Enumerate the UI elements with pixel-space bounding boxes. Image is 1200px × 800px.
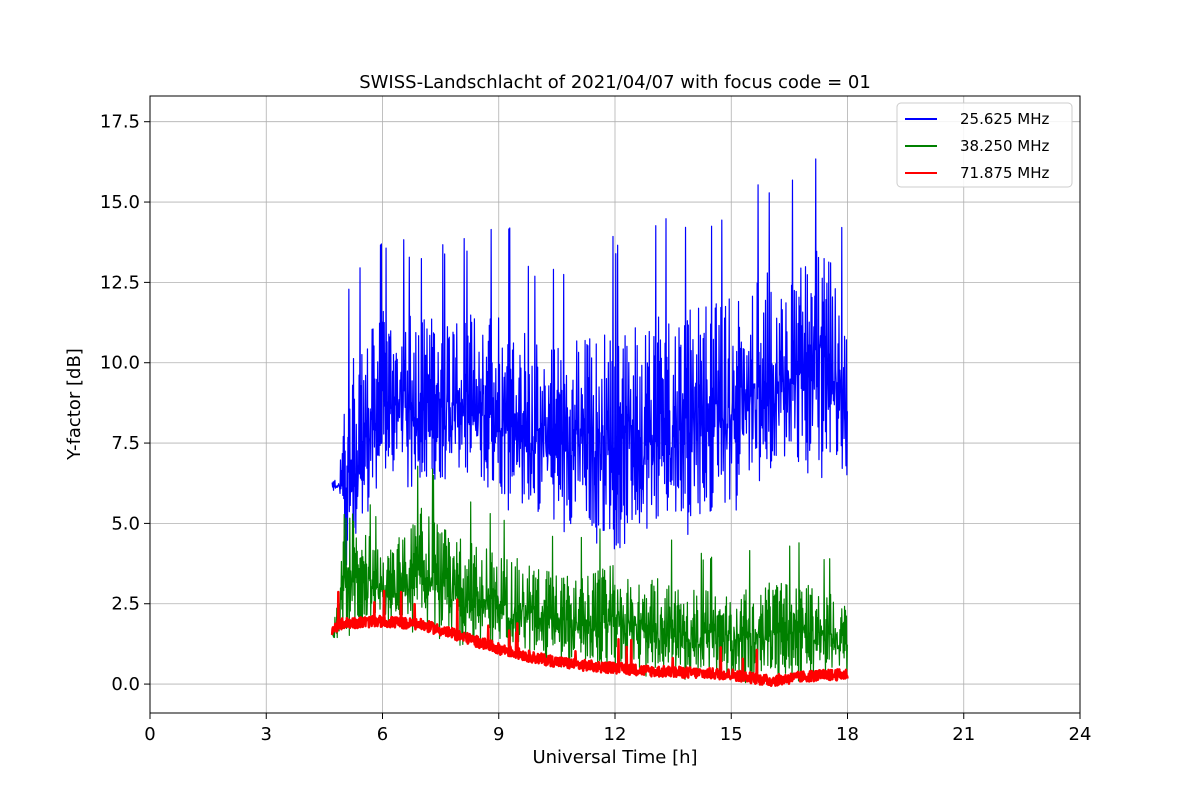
x-axis-ticks: 0 3 6 9 12 15 18 21 24 xyxy=(144,713,1091,745)
series-line xyxy=(330,589,849,688)
y-tick-label: 12.5 xyxy=(100,272,140,293)
legend-label: 38.250 MHz xyxy=(960,137,1049,155)
y-axis-label: Y-factor [dB] xyxy=(64,348,85,461)
y-axis-ticks: 0.0 2.5 5.0 7.5 10.0 12.5 15.0 17.5 xyxy=(100,112,150,695)
y-tick-label: 10.0 xyxy=(100,353,140,374)
x-tick-label: 3 xyxy=(261,724,272,745)
series-line xyxy=(331,465,848,684)
legend-label: 71.875 MHz xyxy=(960,164,1049,182)
plot-area-series xyxy=(330,158,849,688)
y-tick-label: 7.5 xyxy=(111,433,140,454)
x-tick-label: 9 xyxy=(493,724,504,745)
x-tick-label: 24 xyxy=(1069,724,1092,745)
y-tick-label: 0.0 xyxy=(111,674,140,695)
x-tick-label: 6 xyxy=(377,724,388,745)
x-tick-label: 12 xyxy=(604,724,627,745)
y-tick-label: 17.5 xyxy=(100,112,140,133)
y-tick-label: 15.0 xyxy=(100,192,140,213)
x-tick-label: 21 xyxy=(952,724,975,745)
legend: 25.625 MHz 38.250 MHz 71.875 MHz xyxy=(896,102,1073,188)
x-tick-label: 15 xyxy=(720,724,743,745)
chart-title: SWISS-Landschlacht of 2021/04/07 with fo… xyxy=(359,72,871,93)
y-tick-label: 5.0 xyxy=(111,513,140,534)
legend-box xyxy=(896,102,1073,188)
legend-label: 25.625 MHz xyxy=(960,110,1049,128)
x-tick-label: 18 xyxy=(836,724,859,745)
x-tick-label: 0 xyxy=(144,724,155,745)
x-axis-label: Universal Time [h] xyxy=(532,747,697,768)
series-line xyxy=(331,158,848,582)
y-tick-label: 2.5 xyxy=(111,594,140,615)
